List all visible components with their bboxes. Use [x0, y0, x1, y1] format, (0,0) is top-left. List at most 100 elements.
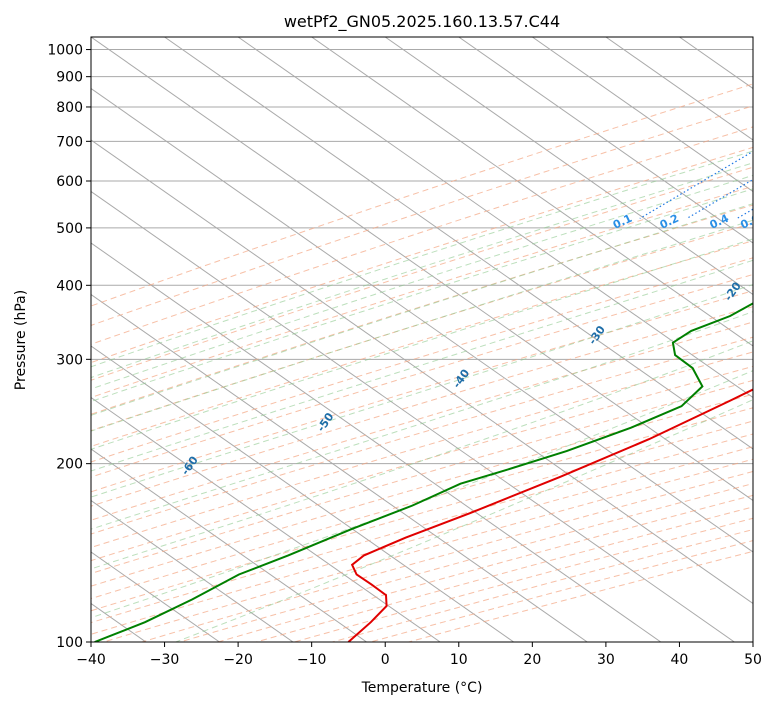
- isotherm--130: [91, 499, 294, 642]
- moist-adiabat: [91, 370, 753, 619]
- isotherm-label: -70: [43, 497, 65, 521]
- x-axis-label: Temperature (°C): [361, 680, 483, 696]
- mixing-ratio-label: 0.4: [708, 212, 731, 232]
- mixing-ratio-label: 0.2: [658, 212, 681, 232]
- dry-adiabat: [91, 126, 753, 345]
- dry-adiabat: [91, 290, 753, 493]
- dry-adiabat: [91, 433, 753, 624]
- moist-adiabat: [91, 311, 753, 530]
- dry-adiabat: [294, 517, 753, 642]
- series-line-0: [347, 388, 753, 642]
- moist-adiabat: [91, 340, 753, 570]
- moist-adiabat: [175, 399, 753, 642]
- dry-adiabat: [91, 393, 753, 587]
- moist-adiabat: [91, 219, 753, 432]
- y-tick-label: 700: [56, 134, 83, 150]
- dry-adiabat: [91, 185, 753, 399]
- mixing-ratio-line: [639, 150, 753, 220]
- y-tick-label: 300: [56, 352, 83, 368]
- isotherm--100: [91, 345, 514, 642]
- moist-adiabat: [91, 203, 753, 416]
- y-tick-label: 400: [56, 278, 83, 294]
- y-tick-label: 800: [56, 100, 83, 116]
- moist-adiabat: [91, 259, 753, 472]
- x-tick-label: −10: [297, 652, 327, 668]
- plot-frame: [90, 36, 754, 643]
- x-tick-label: −40: [76, 652, 106, 668]
- y-tick-label: 600: [56, 174, 83, 190]
- isotherm--10: [311, 37, 753, 347]
- isotherm--120: [91, 448, 367, 642]
- moist-adiabat: [91, 238, 753, 450]
- dry-adiabat: [91, 105, 753, 326]
- y-tick-label: 500: [56, 221, 83, 237]
- isotherm--50: [91, 87, 753, 553]
- dry-adiabat: [91, 146, 753, 364]
- isotherm-label: -40: [450, 367, 472, 391]
- dry-adiabat: [91, 420, 753, 612]
- dry-adiabat: [91, 351, 753, 549]
- y-tick-label: 900: [56, 70, 83, 86]
- x-tick-label: 20: [523, 652, 541, 668]
- dry-adiabat: [91, 204, 753, 415]
- isotherm-50: [752, 37, 753, 38]
- x-tick-label: 50: [744, 652, 762, 668]
- isotherm-40: [679, 37, 753, 90]
- isotherm--60: [91, 139, 753, 605]
- mixing-ratio-line: [768, 37, 775, 219]
- dry-adiabat: [91, 166, 753, 381]
- mixing-ratio-label: 0.1: [611, 212, 634, 232]
- isotherm--160: [0, 37, 72, 642]
- x-tick-label: 10: [450, 652, 468, 668]
- moist-adiabat: [91, 283, 753, 498]
- dry-adiabat: [91, 379, 753, 575]
- isotherm--20: [237, 37, 753, 399]
- x-tick-label: −20: [223, 652, 253, 668]
- isotherm-20: [532, 37, 753, 193]
- x-tick-label: 40: [671, 652, 689, 668]
- isotherm--70: [91, 190, 735, 642]
- isotherm--80: [91, 242, 662, 642]
- moist-adiabat: [91, 162, 753, 379]
- dry-adiabat: [91, 321, 753, 521]
- dry-adiabat: [91, 336, 753, 535]
- mixing-ratio-label: 0.6: [738, 212, 761, 232]
- isotherm--30: [164, 37, 753, 450]
- dry-adiabat: [256, 506, 753, 642]
- y-tick-label: 1000: [47, 43, 83, 59]
- dry-adiabat: [103, 458, 753, 642]
- isotherm--90: [91, 293, 588, 642]
- y-tick-label: 200: [56, 457, 83, 473]
- isotherm-label: -50: [314, 410, 336, 434]
- mixing-ratio-line: [736, 208, 753, 220]
- dry-adiabat: [91, 240, 753, 447]
- isotherm-30: [605, 37, 753, 141]
- dry-adiabat: [91, 306, 753, 507]
- x-tick-label: −30: [150, 652, 180, 668]
- isotherm-0: [384, 37, 753, 296]
- x-tick-label: 0: [381, 652, 390, 668]
- series-line-1: [94, 302, 753, 642]
- isotherm--140: [91, 551, 220, 642]
- dry-adiabat: [91, 222, 753, 432]
- y-axis-label: Pressure (hPa): [13, 290, 29, 390]
- moist-adiabat: [91, 174, 753, 390]
- dry-adiabat: [91, 273, 753, 478]
- isotherm-10: [458, 37, 753, 244]
- dry-adiabat: [332, 529, 753, 642]
- moist-adiabat: [91, 150, 753, 368]
- dry-adiabat: [91, 446, 753, 635]
- dry-adiabat: [91, 407, 753, 600]
- y-tick-label: 100: [56, 635, 83, 651]
- isotherm--110: [91, 396, 441, 642]
- isotherm-label: -20: [722, 279, 744, 303]
- isotherm--40: [91, 37, 753, 502]
- dry-adiabat: [91, 365, 753, 562]
- dry-adiabat: [91, 83, 753, 307]
- moist-adiabat: [91, 188, 753, 403]
- dry-adiabat: [370, 540, 753, 642]
- isotherm-label: -30: [586, 323, 608, 347]
- chart-title: wetPf2_GN05.2025.160.13.57.C44: [284, 12, 560, 32]
- dry-adiabat: [91, 257, 753, 463]
